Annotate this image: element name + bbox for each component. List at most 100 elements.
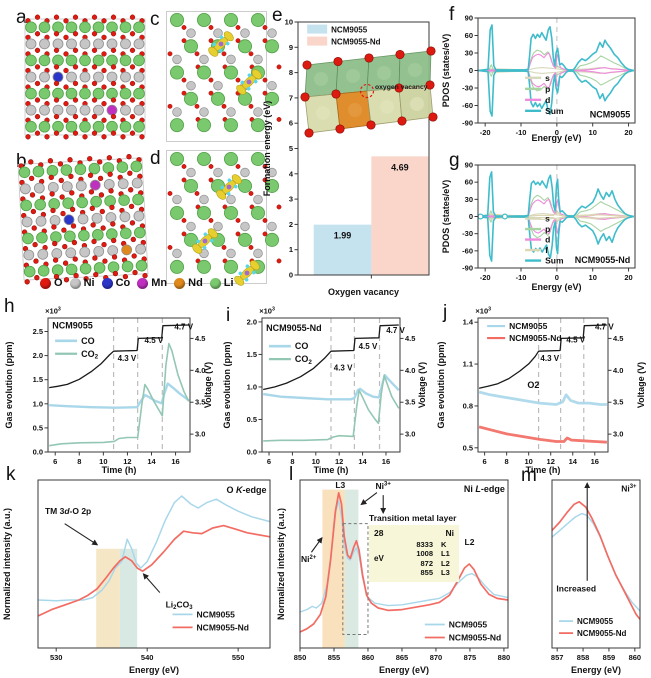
svg-text:540: 540 <box>141 653 154 662</box>
svg-text:-20: -20 <box>480 128 491 137</box>
atom-legend-entry-li: Li <box>209 277 234 289</box>
svg-text:1.0: 1.0 <box>33 399 43 408</box>
svg-text:NCM9055: NCM9055 <box>331 26 368 35</box>
atom-label: Li <box>223 277 234 289</box>
svg-text:CO2: CO2 <box>295 354 313 366</box>
svg-text:0.5: 0.5 <box>247 415 257 424</box>
svg-text:4: 4 <box>289 169 294 178</box>
svg-text:Energy (eV): Energy (eV) <box>531 282 581 292</box>
svg-text:PDOS (states/eV): PDOS (states/eV) <box>441 180 451 254</box>
svg-text:7: 7 <box>289 93 293 102</box>
svg-text:1.5: 1.5 <box>247 350 257 359</box>
svg-text:1.99: 1.99 <box>334 231 352 241</box>
svg-text:0.5: 0.5 <box>33 423 43 432</box>
atom-legend-entry-nd: Nd <box>174 277 203 289</box>
svg-text:855: 855 <box>328 653 341 662</box>
svg-text:4.3 V: 4.3 V <box>118 354 137 363</box>
svg-text:Sum: Sum <box>545 256 564 266</box>
svg-text:90: 90 <box>465 14 473 23</box>
svg-text:12: 12 <box>547 457 555 466</box>
svg-text:Time (h): Time (h) <box>102 465 137 475</box>
svg-text:NCM9055: NCM9055 <box>197 609 236 619</box>
atom-label: O <box>54 277 63 289</box>
svg-text:2.0: 2.0 <box>247 317 257 326</box>
svg-text:10: 10 <box>589 128 597 137</box>
atom-legend-entry-ni: Ni <box>69 277 95 289</box>
svg-text:Ni2+: Ni2+ <box>301 554 317 564</box>
charge-density-ncm9055 <box>166 11 282 142</box>
svg-text:4.5 V: 4.5 V <box>145 336 164 345</box>
svg-text:0: 0 <box>469 212 473 221</box>
svg-text:Voltage (V): Voltage (V) <box>203 362 213 408</box>
pdos-ncm9055-chart: -20 -10 0 10 20 -90 -60 -30 0 30 60 90 Energy (eV) PD… <box>441 14 636 143</box>
svg-text:NCM9055: NCM9055 <box>52 320 93 330</box>
svg-text:1: 1 <box>289 245 293 254</box>
svg-text:5: 5 <box>289 144 293 153</box>
svg-text:0: 0 <box>555 128 559 137</box>
atom-color-dot <box>101 277 113 289</box>
panel-label-m: m <box>521 465 537 486</box>
svg-text:NCM9055-Nd: NCM9055-Nd <box>575 255 631 265</box>
svg-text:860: 860 <box>629 653 642 662</box>
svg-text:×103: ×103 <box>45 306 61 315</box>
svg-text:6: 6 <box>267 457 271 466</box>
svg-text:PDOS (states/eV): PDOS (states/eV) <box>441 34 451 108</box>
svg-text:-30: -30 <box>462 84 473 93</box>
panel-label-k: k <box>6 464 16 485</box>
svg-text:NCM9055-Nd: NCM9055-Nd <box>449 632 501 642</box>
svg-text:×103: ×103 <box>475 306 491 315</box>
svg-text:14: 14 <box>147 457 156 466</box>
svg-text:3.5: 3.5 <box>613 398 623 407</box>
svg-text:8: 8 <box>505 457 509 466</box>
svg-text:3.0: 3.0 <box>195 430 205 439</box>
gas-evolution-ncm9055-chart: 6 8 10 12 14 16 0.0 0.5 1.0 1.5 2.0 2.5 3.0 3.5 4.0 4.5… <box>4 306 213 475</box>
svg-text:0: 0 <box>289 271 293 280</box>
svg-text:NCM9055: NCM9055 <box>509 321 548 331</box>
svg-text:4.69: 4.69 <box>391 162 409 172</box>
atom-color-dot <box>69 277 81 289</box>
panel-label-a: a <box>16 7 27 28</box>
svg-text:880: 880 <box>498 653 511 662</box>
panel-label-i: i <box>226 305 231 326</box>
svg-text:Energy (eV): Energy (eV) <box>571 665 621 675</box>
svg-text:-90: -90 <box>462 264 473 273</box>
panel-label-g: g <box>449 150 460 171</box>
svg-text:60: 60 <box>465 178 473 187</box>
svg-text:Formation energy (eV): Formation energy (eV) <box>262 101 272 197</box>
svg-text:875: 875 <box>464 653 477 662</box>
svg-text:850: 850 <box>294 653 307 662</box>
svg-text:NCM9055: NCM9055 <box>577 617 614 626</box>
svg-text:-20: -20 <box>480 273 491 282</box>
svg-text:4.0: 4.0 <box>405 366 415 375</box>
svg-text:0.5: 0.5 <box>463 443 473 452</box>
tm-layer-polyhedra <box>304 84 434 134</box>
svg-text:20: 20 <box>624 273 632 282</box>
atom-legend-entry-o: O <box>40 277 63 289</box>
atom-label: Ni <box>83 277 95 289</box>
svg-text:-90: -90 <box>462 119 473 128</box>
svg-text:L3: L3 <box>335 480 345 490</box>
svg-text:Li2CO3: Li2CO3 <box>166 599 194 611</box>
svg-text:530: 530 <box>50 653 63 662</box>
svg-text:Voltage (V): Voltage (V) <box>417 362 427 408</box>
atom-legend-entry-mn: Mn <box>137 277 167 289</box>
table-box: 28 Ni eV 8333 K 1008 L1 872 L2 855 L3 <box>369 525 459 582</box>
oxygen-vacancy-inset-illustration: oxygen vacancy <box>300 46 438 138</box>
svg-text:4.5 V: 4.5 V <box>359 342 378 351</box>
pdos-ncm9055-nd-chart: -20 -10 0 10 20 -90 -60 -30 0 30 60 90 Energy (eV) PD… <box>441 161 636 292</box>
svg-text:6: 6 <box>483 457 487 466</box>
atom-legend-entry-co: Co <box>101 277 130 289</box>
svg-text:-30: -30 <box>462 229 473 238</box>
atom-color-legend: O Ni Co Mn Nd Li <box>40 277 234 289</box>
svg-text:Time (h): Time (h) <box>314 465 349 475</box>
svg-text:Energy (eV): Energy (eV) <box>531 133 581 143</box>
svg-text:Normalized intensity (a.u.): Normalized intensity (a.u.) <box>2 508 12 620</box>
svg-text:0: 0 <box>469 66 473 75</box>
svg-text:Oxygen vacancy: Oxygen vacancy <box>328 287 399 297</box>
oxygen-atoms <box>300 46 438 138</box>
svg-text:10: 10 <box>589 273 597 282</box>
svg-text:4.3 V: 4.3 V <box>540 354 559 363</box>
svg-text:8: 8 <box>77 457 81 466</box>
ni-l-edge-xas-chart: 850 855 860 865 870 875 880 Energy (eV) Normaliz… <box>276 479 511 675</box>
